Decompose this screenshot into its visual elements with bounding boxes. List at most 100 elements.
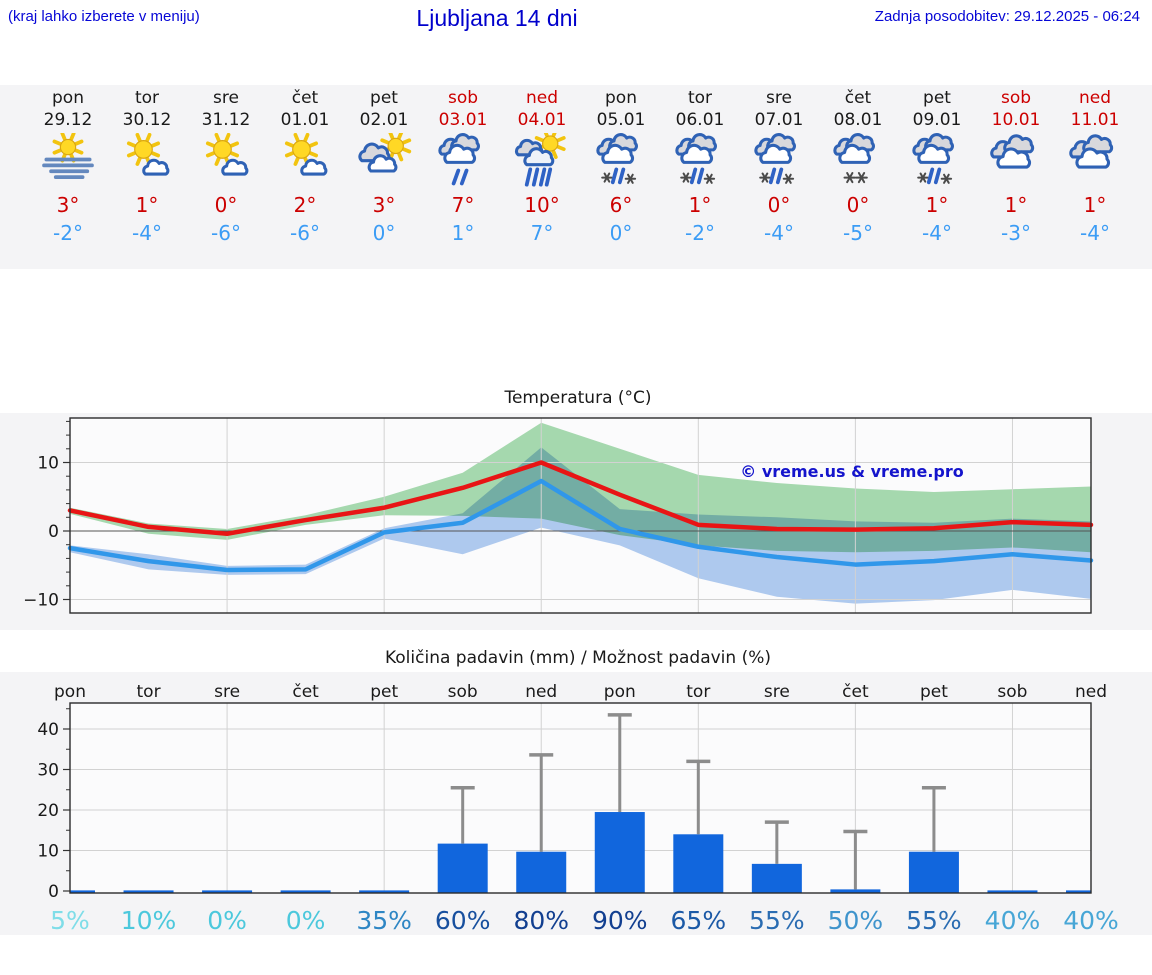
forecast-day: sob 10.01 1° -3° [977, 85, 1056, 269]
day-tmin: -5° [843, 221, 873, 245]
forecast-day: sre 31.12 0° -6° [187, 85, 266, 269]
precip-probability: 50% [828, 906, 884, 935]
sun-small-cloud-icon [126, 133, 170, 176]
day-name: pet [923, 88, 951, 108]
day-date: 08.01 [833, 110, 883, 130]
day-tmax: 3° [56, 193, 80, 217]
tmin-line [67, 478, 1094, 573]
cloud-sun-icon [358, 133, 412, 173]
precip-day-label: ned [1075, 682, 1107, 702]
day-date: 31.12 [201, 110, 251, 130]
sun-small-cloud-icon [205, 133, 249, 176]
precip-bar [673, 834, 724, 893]
menu-hint: (kraj lahko izberete v meniju) [8, 8, 200, 25]
cloud-sleet-icon [912, 133, 954, 185]
day-tmax: 1° [925, 193, 949, 217]
page-title: Ljubljana 14 dni [416, 5, 578, 31]
precip-bar [202, 890, 253, 893]
precip-ytick: 20 [37, 801, 59, 821]
precip-day-label: pet [920, 682, 948, 702]
precip-probability: 10% [121, 906, 177, 935]
day-tmax: 3° [372, 193, 396, 217]
day-date: 03.01 [438, 110, 488, 130]
day-tmin: -3° [1001, 221, 1031, 245]
day-tmin: -6° [211, 221, 241, 245]
day-name: čet [291, 88, 319, 108]
day-name: pon [605, 88, 637, 108]
day-date: 11.01 [1070, 110, 1120, 130]
precip-day-label: pon [604, 682, 636, 702]
forecast-day: pet 09.01 1° -4° [898, 85, 977, 269]
cloud-sleet-icon [596, 133, 638, 185]
temp-ytick: 0 [48, 522, 59, 542]
day-tmin: -4° [132, 221, 162, 245]
precip-probability: 55% [749, 906, 805, 935]
day-name: ned [1078, 88, 1112, 108]
forecast-day: čet 08.01 0° -5° [819, 85, 898, 269]
precip-day-label: sob [997, 682, 1027, 702]
day-tmax: 0° [767, 193, 791, 217]
day-tmax: 6° [609, 193, 633, 217]
precip-bar [830, 889, 881, 893]
precip-bar [123, 890, 174, 893]
day-date: 05.01 [596, 110, 646, 130]
cloud-snow-icon [833, 133, 875, 184]
day-tmin: -4° [922, 221, 952, 245]
day-name: pon [52, 88, 84, 108]
forecast-strip: pon 29.12 3° -2° tor 30.12 1° -4° sre 31.12 0° -6° č… [0, 85, 1152, 269]
precip-probability: 40% [1063, 906, 1119, 935]
precip-day-label: sob [448, 682, 478, 702]
precip-ytick: 0 [48, 882, 59, 902]
precip-day-label: čet [292, 682, 319, 702]
day-name: sob [1000, 88, 1032, 108]
forecast-day: sre 07.01 0° -4° [740, 85, 819, 269]
precip-probability: 40% [985, 906, 1041, 935]
precip-bar [359, 890, 410, 893]
day-date: 06.01 [675, 110, 725, 130]
precip-ytick: 30 [37, 761, 59, 781]
precip-bar [908, 851, 959, 893]
day-tmin: -2° [53, 221, 83, 245]
day-tmax: 2° [293, 193, 317, 217]
forecast-day: ned 04.01 10° 7° [503, 85, 582, 269]
cloud-rain-icon [438, 133, 480, 186]
precip-bar [594, 812, 645, 893]
temp-ytick: 10 [37, 454, 59, 474]
precip-probability: 0% [207, 906, 247, 935]
precip-ytick: 40 [37, 720, 59, 740]
precip-day-label: tor [686, 682, 710, 702]
day-date: 10.01 [991, 110, 1041, 130]
day-tmin: 1° [451, 221, 475, 245]
day-date: 30.12 [122, 110, 172, 130]
forecast-day: čet 01.01 2° -6° [266, 85, 345, 269]
precip-bar [516, 851, 567, 893]
precip-probability: 35% [356, 906, 412, 935]
precip-bar [987, 890, 1038, 893]
precip-day-label: sre [764, 682, 790, 702]
sun-small-cloud-icon [284, 133, 328, 176]
day-tmax: 10° [524, 193, 560, 217]
day-name: sob [447, 88, 479, 108]
forecast-day: pet 02.01 3° 0° [345, 85, 424, 269]
day-name: tor [687, 88, 713, 108]
precip-probability: 55% [906, 906, 962, 935]
precip-day-label: pon [54, 682, 86, 702]
day-name: ned [525, 88, 559, 108]
forecast-day: tor 06.01 1° -2° [661, 85, 740, 269]
day-tmin: 7° [530, 221, 554, 245]
cloudy-icon [1069, 134, 1114, 169]
day-name: čet [844, 88, 872, 108]
cloud-sleet-icon [754, 133, 796, 185]
day-tmin: -4° [764, 221, 794, 245]
day-tmax: 1° [1083, 193, 1107, 217]
precip-ytick: 10 [37, 842, 59, 862]
sun-fog-icon [42, 133, 94, 180]
precipitation-chart: 0 10 20 30 40 pon tor sre čet pet sob ned pon tor sre č… [0, 672, 1152, 935]
temperature-chart-title: Temperatura (°C) [504, 388, 652, 408]
day-tmax: 1° [1004, 193, 1028, 217]
forecast-day: pon 05.01 6° 0° [582, 85, 661, 269]
precip-probability: 80% [513, 906, 569, 935]
day-tmin: 0° [609, 221, 633, 245]
day-tmin: -2° [685, 221, 715, 245]
